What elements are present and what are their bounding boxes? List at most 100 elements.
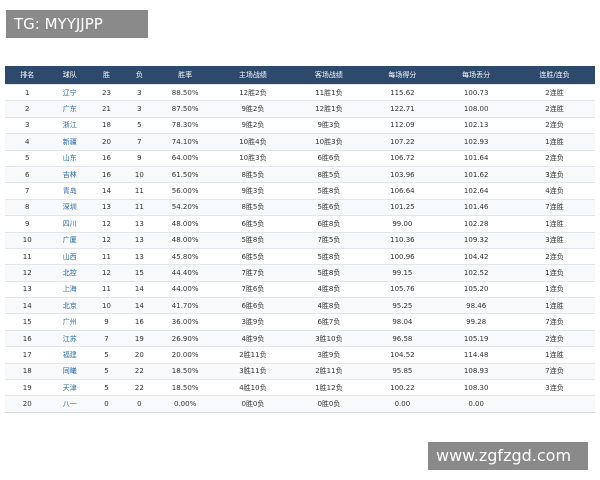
table-cell: 18	[5, 362, 50, 380]
table-row: 18 同曦 5 22 18.50% 3胜11负 2胜11负 95.85 108.93 7连负	[5, 362, 595, 380]
table-cell: 0.00%	[155, 395, 215, 413]
table-cell: 4胜8负	[291, 280, 367, 298]
table-cell: 14	[90, 182, 123, 200]
table-cell: 5胜8负	[291, 182, 367, 200]
team-link[interactable]: 山西	[49, 247, 90, 265]
table-row: 1 辽宁 23 3 88.50% 12胜2负 11胜1负 115.62 100.73 2连胜	[5, 83, 595, 101]
table-cell: 12	[90, 264, 123, 282]
table-cell: 7连负	[514, 362, 595, 380]
table-cell: 20	[122, 346, 156, 364]
table-cell: 7连胜	[514, 198, 595, 216]
table-cell: 1连胜	[514, 133, 595, 151]
team-link[interactable]: 广厦	[49, 231, 90, 249]
table-row: 7 青岛 14 11 56.00% 9胜3负 5胜8负 106.64 102.64 4连负	[5, 182, 595, 200]
table-cell: 2连胜	[514, 100, 595, 118]
team-link[interactable]: 广州	[49, 313, 90, 331]
team-link[interactable]: 吉林	[49, 165, 90, 183]
table-cell: 3胜9负	[291, 346, 367, 364]
team-link[interactable]: 北控	[49, 264, 90, 282]
table-cell: 100.73	[438, 83, 515, 101]
table-cell: 20	[5, 395, 50, 413]
table-row: 4 新疆 20 7 74.10% 10胜4负 10胜3负 107.22 102.93 1连胜	[5, 133, 595, 151]
table-cell: 19	[5, 379, 50, 396]
table-cell: 6胜6负	[291, 149, 367, 167]
team-link[interactable]: 天津	[49, 379, 90, 396]
table-row: 16 江苏 7 19 26.90% 4胜9负 3胜10负 96.58 105.19 2连负	[5, 329, 595, 347]
team-link[interactable]: 山东	[49, 149, 90, 167]
table-cell: 16	[5, 329, 50, 347]
table-cell: 7	[122, 133, 156, 151]
table-cell: 11胜1负	[291, 83, 367, 101]
table-cell: 100.96	[366, 247, 439, 265]
table-cell: 11	[90, 247, 123, 265]
table-cell: 10胜3负	[214, 149, 292, 167]
column-header: 排名	[5, 66, 50, 85]
table-cell: 0	[90, 395, 123, 413]
table-cell: 2胜11负	[214, 346, 292, 364]
table-cell: 106.64	[366, 182, 439, 200]
table-cell: 1连胜	[514, 346, 595, 364]
table-row: 19 天津 5 22 18.50% 4胜10负 1胜12负 100.22 108.30 3连负	[5, 379, 595, 396]
table-cell: 2连胜	[514, 83, 595, 101]
table-cell: 112.09	[366, 116, 439, 134]
team-link[interactable]: 同曦	[49, 362, 90, 380]
table-cell: 114.48	[438, 346, 515, 364]
team-link[interactable]: 北京	[49, 297, 90, 314]
table-row: 14 北京 10 14 41.70% 6胜6负 4胜8负 95.25 98.46 1连胜	[5, 297, 595, 314]
team-link[interactable]: 上海	[49, 280, 90, 298]
table-cell: 98.46	[438, 297, 515, 314]
table-cell: 20.00%	[155, 346, 215, 364]
table-cell: 44.00%	[155, 280, 215, 298]
table-cell: 64.00%	[155, 149, 215, 167]
team-link[interactable]: 四川	[49, 215, 90, 233]
table-row: 9 四川 12 13 48.00% 6胜5负 6胜8负 99.00 102.28 1连胜	[5, 215, 595, 233]
table-cell: 16	[90, 149, 123, 167]
team-link[interactable]: 新疆	[49, 133, 90, 151]
team-link[interactable]: 福建	[49, 346, 90, 364]
team-link[interactable]: 浙江	[49, 116, 90, 134]
table-cell: 1	[5, 83, 50, 101]
table-cell: 3连负	[514, 379, 595, 396]
table-cell: 99.00	[366, 215, 439, 233]
column-header: 胜率	[155, 66, 215, 85]
team-link[interactable]: 广东	[49, 100, 90, 118]
table-cell: 9	[122, 149, 156, 167]
team-link[interactable]: 江苏	[49, 329, 90, 347]
table-cell: 41.70%	[155, 297, 215, 314]
table-cell: 96.58	[366, 329, 439, 347]
table-cell: 0	[122, 395, 156, 413]
table-row: 6 吉林 16 10 61.50% 8胜5负 8胜5负 103.96 101.62 3连负	[5, 165, 595, 183]
table-cell: 3	[5, 116, 50, 134]
table-cell: 12胜2负	[214, 83, 292, 101]
table-row: 17 福建 5 20 20.00% 2胜11负 3胜9负 104.52 114.48 1连胜	[5, 346, 595, 364]
table-cell: 1胜12负	[291, 379, 367, 396]
team-link[interactable]: 辽宁	[49, 83, 90, 101]
team-link[interactable]: 青岛	[49, 182, 90, 200]
table-cell: 5胜8负	[291, 264, 367, 282]
table-cell: 115.62	[366, 83, 439, 101]
table-cell: 4胜8负	[291, 297, 367, 314]
table-cell: 106.72	[366, 149, 439, 167]
table-cell: 48.00%	[155, 231, 215, 249]
table-cell: 5	[90, 362, 123, 380]
table-cell: 13	[90, 198, 123, 216]
table-cell: 13	[122, 215, 156, 233]
table-cell: 44.40%	[155, 264, 215, 282]
team-link[interactable]: 八一	[49, 395, 90, 413]
standings-table: 排名 球队胜负胜率 主场战绩 客场战绩 每场得分 每场丢分 连胜/连负 1 辽宁 23 3 88.5…	[5, 66, 595, 413]
table-cell: 5	[90, 379, 123, 396]
table-cell: 109.32	[438, 231, 515, 249]
column-header: 胜	[90, 66, 123, 85]
table-cell: 99.28	[438, 313, 515, 331]
column-header: 负	[122, 66, 156, 85]
team-link[interactable]: 深圳	[49, 198, 90, 216]
table-cell: 102.13	[438, 116, 515, 134]
table-cell: 22	[122, 362, 156, 380]
table-cell: 74.10%	[155, 133, 215, 151]
table-cell: 108.93	[438, 362, 515, 380]
table-cell: 10	[122, 165, 156, 183]
table-cell: 21	[90, 100, 123, 118]
table-cell: 105.19	[438, 329, 515, 347]
table-cell: 5胜8负	[214, 231, 292, 249]
